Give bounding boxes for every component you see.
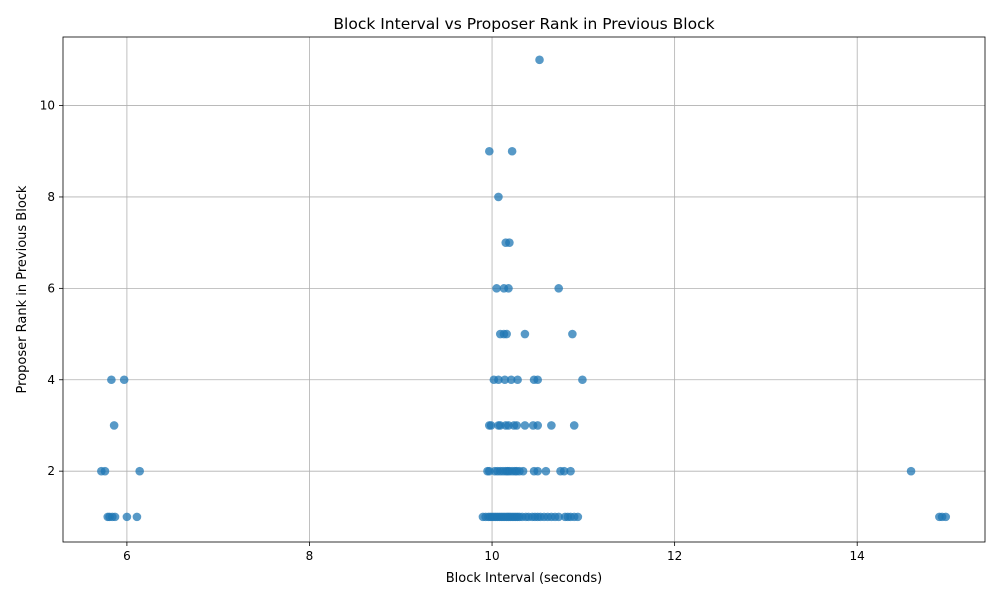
data-point	[554, 284, 563, 293]
data-point	[559, 466, 569, 476]
data-point	[485, 146, 494, 156]
data-point	[122, 512, 132, 522]
y-tick-label: 6	[47, 281, 55, 295]
data-point	[492, 284, 501, 293]
data-point	[533, 421, 542, 430]
data-point	[119, 375, 129, 385]
grid	[63, 37, 985, 542]
y-tick-label: 10	[40, 99, 55, 113]
data-point	[109, 421, 119, 430]
data-point	[486, 421, 496, 430]
data-point	[568, 329, 577, 339]
x-tick-label: 14	[850, 549, 865, 563]
data-point	[504, 284, 513, 293]
x-axis-label: Block Interval (seconds)	[446, 571, 603, 586]
data-point	[906, 466, 916, 476]
data-point	[541, 466, 551, 476]
data-point	[107, 375, 116, 385]
data-point	[573, 512, 583, 522]
data-point	[507, 146, 517, 156]
plot-frame	[62, 36, 986, 543]
data-point	[502, 329, 511, 339]
data-point	[547, 421, 556, 430]
data-point	[520, 421, 530, 430]
data-point	[110, 512, 120, 522]
data-point	[518, 466, 528, 476]
y-tick-label: 4	[47, 373, 55, 387]
y-axis: 2 4 6 8 10	[40, 99, 63, 478]
y-tick-label: 2	[47, 464, 55, 478]
y-tick-label: 8	[47, 190, 55, 204]
x-tick-label: 6	[123, 549, 131, 563]
data-point	[578, 375, 587, 385]
data-point	[505, 238, 514, 247]
data-point	[520, 329, 530, 339]
data-point	[506, 375, 516, 385]
x-tick-label: 8	[306, 549, 314, 563]
data-point	[533, 375, 542, 385]
data-point	[132, 512, 142, 522]
data-point	[569, 421, 579, 430]
x-tick-label: 10	[484, 549, 499, 563]
x-axis: 6 8 10 12 14	[123, 542, 865, 563]
chart-title: Block Interval vs Proposer Rank in Previ…	[333, 15, 714, 33]
data-point	[494, 375, 503, 385]
data-point	[533, 466, 542, 476]
data-point	[512, 421, 521, 430]
data-point	[513, 375, 522, 385]
data-point	[135, 466, 144, 476]
data-point	[500, 375, 510, 385]
data-point	[566, 466, 575, 476]
data-point	[535, 55, 544, 65]
data-point	[554, 512, 563, 522]
y-axis-label: Proposer Rank in Previous Block	[15, 185, 30, 393]
data-point	[100, 466, 110, 476]
data-points	[97, 55, 951, 522]
x-tick-label: 12	[667, 549, 682, 563]
data-point	[941, 512, 951, 522]
data-point	[494, 192, 503, 202]
